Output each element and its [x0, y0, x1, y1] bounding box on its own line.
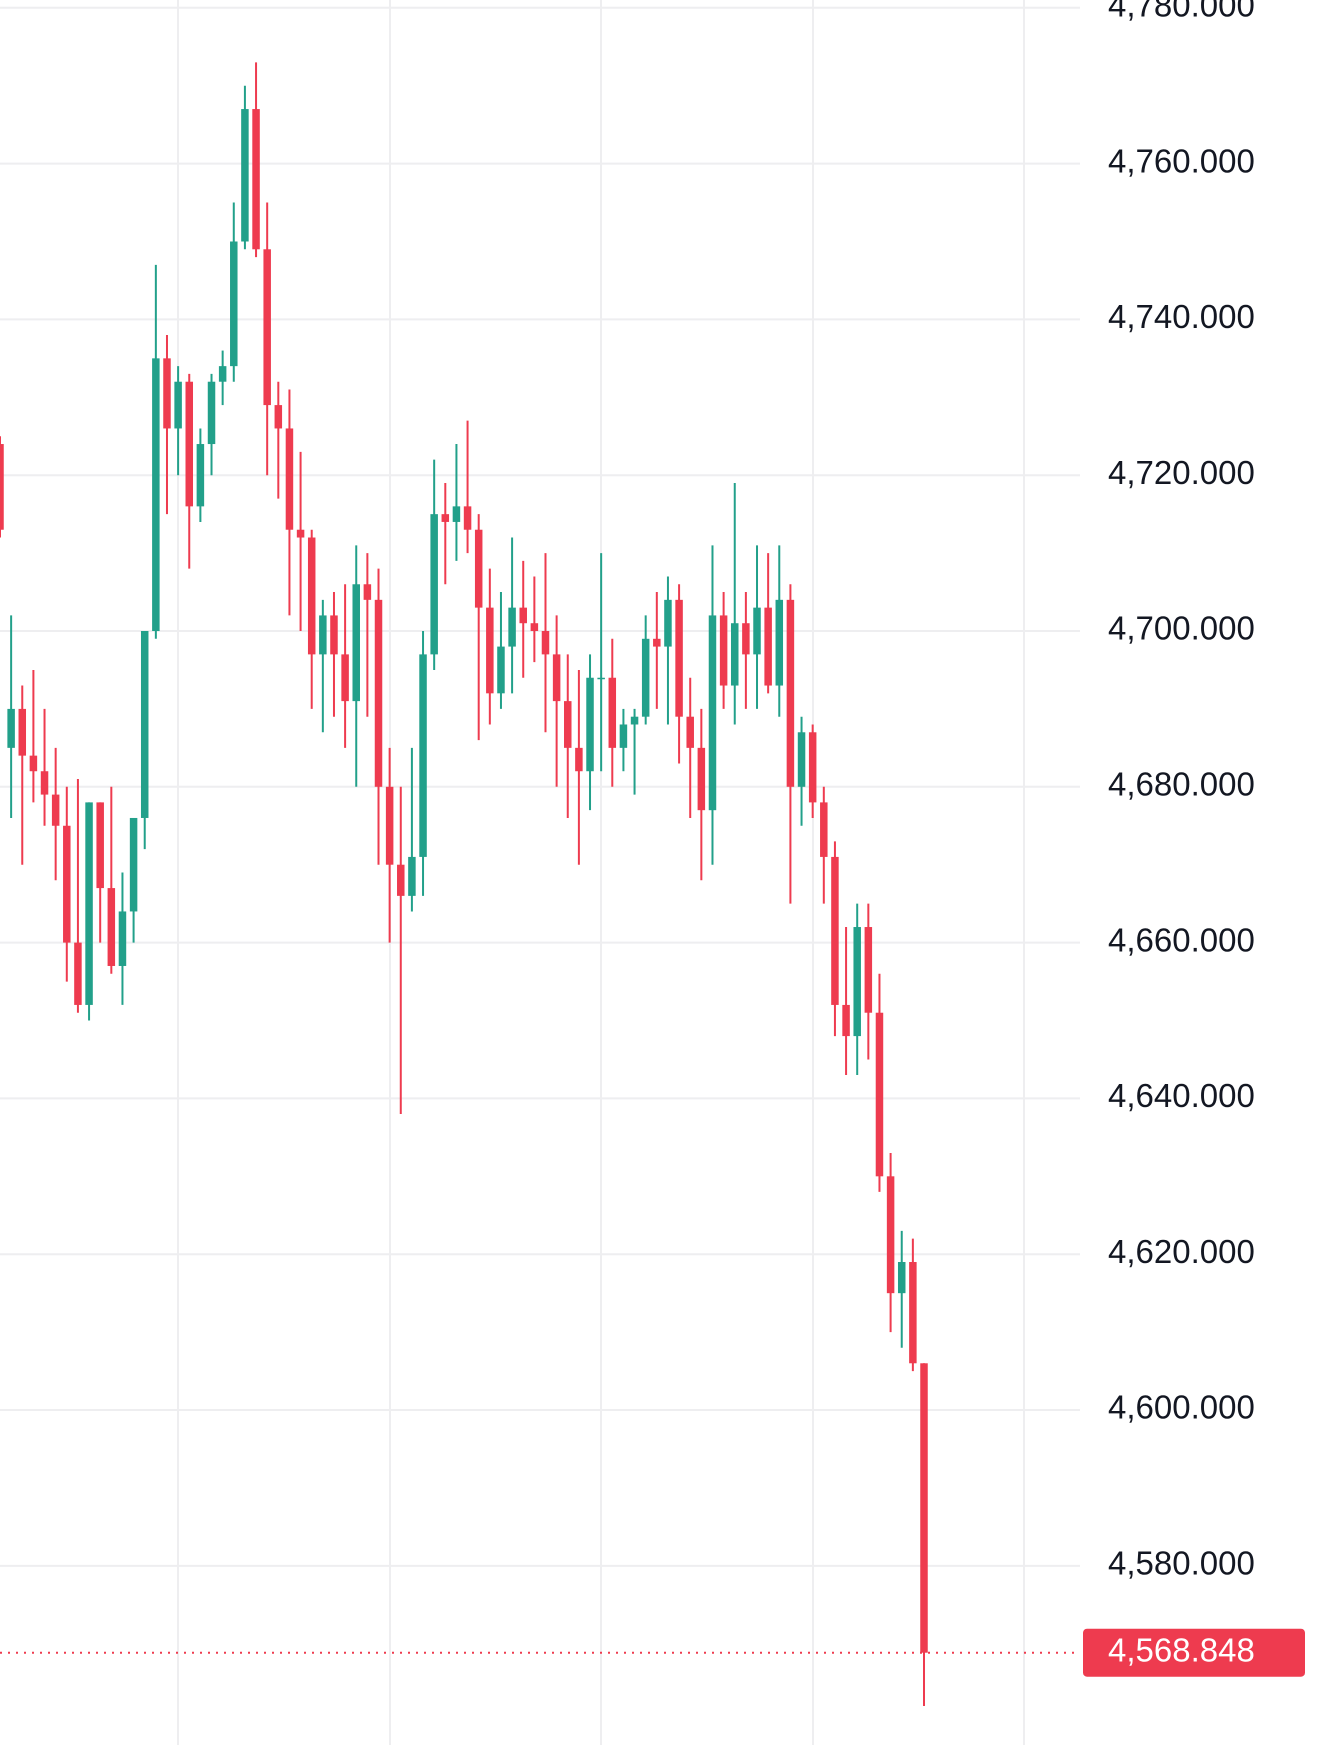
candle-body — [686, 716, 694, 748]
candle-body — [564, 701, 572, 748]
candle-body — [853, 927, 861, 1037]
y-tick-label: 4,720.000 — [1108, 454, 1255, 491]
candle-body — [230, 241, 238, 367]
candle-body — [808, 732, 817, 803]
candle-body — [742, 623, 750, 655]
candle-body — [452, 506, 461, 522]
candle-body — [174, 381, 182, 429]
last-price-box — [1083, 1628, 1305, 1677]
candle-body — [18, 708, 27, 756]
candle-body — [630, 716, 639, 725]
candle-body — [430, 514, 438, 655]
candle-body — [296, 529, 305, 538]
candle-body — [653, 638, 661, 647]
candle-body — [140, 631, 149, 818]
candle-body — [842, 1004, 850, 1037]
candle-body — [664, 599, 672, 647]
candle-body — [341, 654, 349, 702]
candle-body — [363, 584, 372, 600]
candle-body — [530, 623, 539, 632]
candle-body — [519, 607, 527, 624]
candle-body — [730, 623, 739, 686]
candle-body — [441, 514, 450, 522]
y-tick-label: 4,640.000 — [1108, 1077, 1255, 1114]
candle-body — [40, 771, 49, 795]
candle-body — [697, 747, 706, 811]
candle-body — [864, 927, 873, 1013]
candle-body — [352, 584, 360, 702]
candle-body — [608, 677, 617, 748]
y-tick-label: 4,680.000 — [1108, 766, 1255, 803]
candle-body — [875, 1012, 884, 1177]
candle-body — [241, 109, 249, 242]
candle-body — [820, 802, 828, 857]
y-tick-label: 4,760.000 — [1108, 142, 1255, 179]
candle-body — [586, 677, 594, 772]
candle-body — [63, 825, 71, 943]
candle-body — [74, 942, 82, 1005]
candle-body — [319, 615, 327, 655]
candle-body — [285, 428, 294, 530]
vertical-grid — [177, 0, 1025, 1745]
candle-body — [909, 1262, 917, 1364]
last-price-label: 4,568.848 — [1108, 1631, 1255, 1668]
candle-body — [764, 607, 772, 686]
candle-body — [708, 615, 717, 811]
candle-body — [831, 856, 839, 1005]
candle-body — [96, 802, 104, 889]
candle-body — [597, 677, 605, 680]
candle-body — [107, 888, 116, 966]
candle-body — [0, 444, 4, 530]
candle-body — [797, 732, 806, 787]
candle-body — [51, 794, 60, 826]
y-tick-label: 4,600.000 — [1108, 1389, 1255, 1426]
candle-body — [29, 755, 38, 772]
y-tick-label: 4,740.000 — [1108, 298, 1255, 335]
candle-body — [408, 856, 416, 896]
candle-body — [552, 654, 561, 702]
candle-body — [85, 802, 93, 1005]
candle-body — [374, 599, 383, 787]
candle-body — [474, 529, 483, 608]
candle-body — [196, 444, 205, 507]
candle-body — [719, 615, 728, 686]
candle-body — [486, 607, 494, 694]
candle-body — [207, 381, 216, 445]
candle-body — [252, 109, 260, 250]
candle-body — [163, 358, 171, 429]
candle-body — [385, 786, 394, 865]
candle-body — [775, 599, 784, 686]
candle-body — [897, 1262, 906, 1294]
candle-body — [152, 358, 160, 632]
y-tick-label: 4,660.000 — [1108, 921, 1255, 958]
candle-body — [675, 599, 683, 717]
y-tick-label: 4,700.000 — [1108, 610, 1255, 647]
candle-body — [641, 638, 650, 717]
candle-body — [419, 654, 427, 857]
candle-body — [218, 366, 227, 382]
candle-body — [575, 747, 583, 772]
candle-body — [886, 1176, 895, 1294]
candle-body — [753, 607, 761, 655]
candle-body — [397, 864, 405, 896]
candle-body — [330, 615, 338, 655]
candle-body — [274, 405, 283, 429]
y-tick-label: 4,620.000 — [1108, 1233, 1255, 1270]
candle-body — [786, 599, 795, 787]
candle-body — [7, 708, 15, 748]
candle-body — [307, 537, 316, 655]
y-tick-label: 4,580.000 — [1108, 1545, 1255, 1582]
candle-body — [185, 381, 194, 507]
candle-body — [463, 506, 472, 530]
candle-body — [920, 1363, 928, 1653]
candle-body — [129, 817, 138, 912]
y-tick-label: 4,780.000 — [1108, 0, 1255, 24]
candle-body — [497, 646, 505, 694]
candle-body — [263, 249, 271, 406]
candle-body — [541, 631, 550, 655]
candle-body — [508, 607, 516, 647]
candle-body — [619, 724, 628, 748]
candle-body — [118, 911, 127, 966]
